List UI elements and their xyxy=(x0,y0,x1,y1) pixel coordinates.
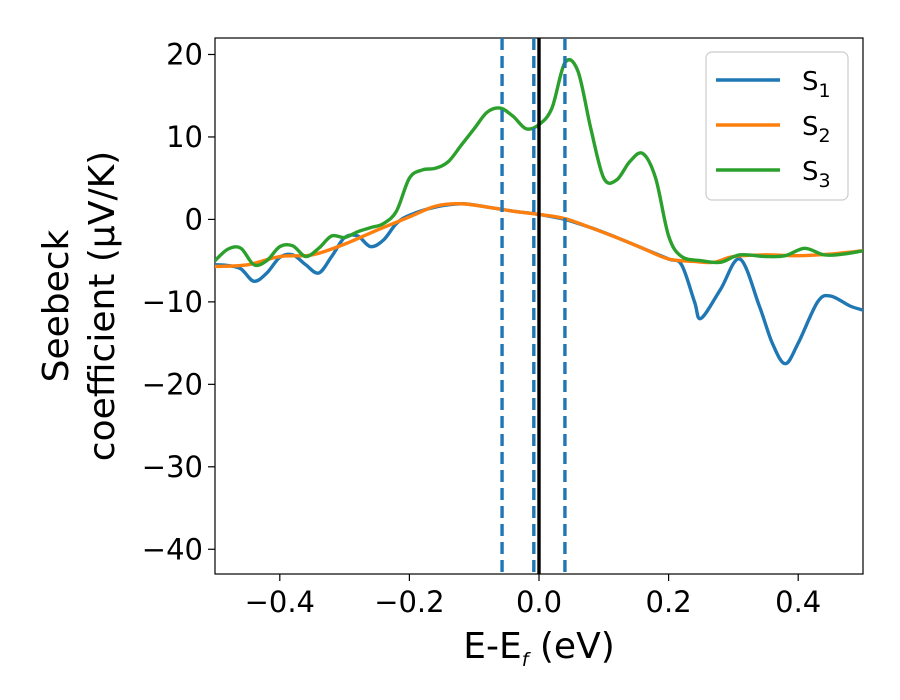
y-tick-label: −30 xyxy=(142,450,203,484)
series-line-s3 xyxy=(215,58,863,268)
x-axis-label: E-Ef (eV) xyxy=(463,626,615,671)
x-axis-label-sub: f xyxy=(522,649,532,671)
y-tick-label: −10 xyxy=(142,285,203,319)
x-tick-label: 0.0 xyxy=(516,585,562,619)
y-tick-label: −40 xyxy=(142,532,203,566)
legend-label: S3 xyxy=(802,157,831,192)
y-tick-label: 20 xyxy=(166,37,203,71)
x-tick-label: −0.2 xyxy=(374,585,444,619)
legend: S1 S2 S3 xyxy=(705,51,849,201)
legend-label: S2 xyxy=(802,112,831,147)
y-axis-label-line2: coefficient (μV/K) xyxy=(82,151,123,461)
y-tick-label: 0 xyxy=(185,202,203,236)
x-tick-label: −0.4 xyxy=(245,585,315,619)
y-tick-label: 10 xyxy=(166,120,203,154)
y-axis-label-line1: Seebeck xyxy=(36,229,77,382)
x-tick-label: 0.2 xyxy=(646,585,692,619)
legend-label: S1 xyxy=(802,67,831,102)
x-tick-label: 0.4 xyxy=(775,585,821,619)
y-tick-label: −20 xyxy=(142,367,203,401)
